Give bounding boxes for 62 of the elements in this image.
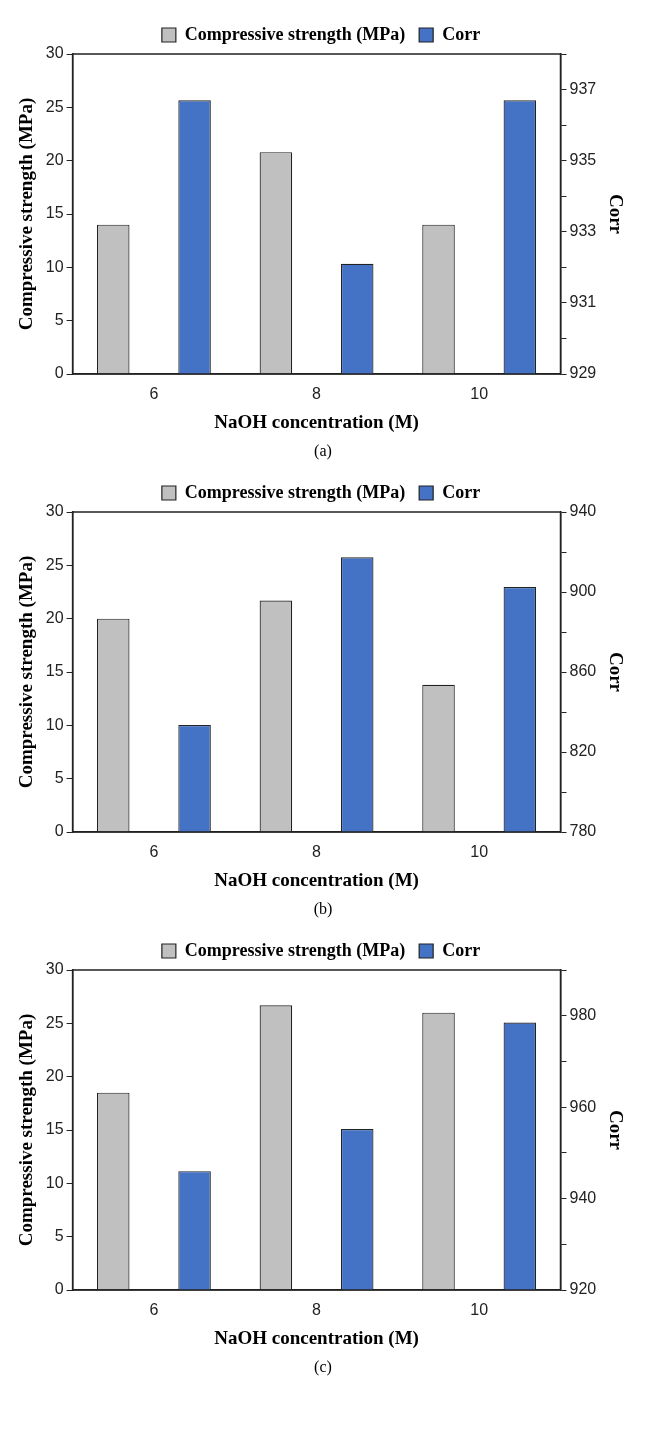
legend-label: Corr	[442, 23, 481, 44]
y-tick-label: 25	[45, 97, 64, 115]
x-tick-label: 8	[312, 843, 322, 861]
y-tick-label: 20	[45, 609, 64, 627]
y-tick-label: 30	[45, 44, 64, 62]
legend-label: Compressive strength (MPa)	[184, 481, 406, 503]
y-axis-title: Compressive strength (MPa)	[15, 97, 38, 331]
y-axis-title: Compressive strength (MPa)	[15, 1013, 38, 1247]
y2-tick-label: 780	[569, 822, 597, 840]
y2-tick-label: 933	[569, 222, 597, 240]
y-tick-label: 0	[54, 822, 64, 840]
legend-label: Compressive strength (MPa)	[184, 23, 406, 45]
y-tick-label: 15	[45, 1120, 64, 1138]
y2-tick-label: 935	[569, 151, 597, 169]
legend-label: Compressive strength (MPa)	[184, 939, 406, 961]
x-tick-label: 10	[470, 1301, 489, 1319]
y-tick-label: 25	[45, 555, 64, 573]
x-tick-label: 6	[149, 843, 159, 861]
y-tick-label: 15	[45, 662, 64, 680]
y2-tick-label: 820	[569, 742, 597, 760]
y-tick-label: 0	[54, 364, 64, 382]
x-tick-label: 8	[312, 385, 322, 403]
y2-axis-title: Corr	[605, 193, 627, 235]
x-axis-title: NaOH concentration (M)	[214, 868, 419, 891]
y-axis-title: Compressive strength (MPa)	[15, 555, 38, 789]
y-tick-label: 10	[45, 257, 64, 275]
y2-tick-label: 980	[569, 1006, 597, 1024]
y-tick-label: 0	[54, 1280, 64, 1298]
y2-tick-label: 940	[569, 502, 597, 520]
y2-tick-label: 960	[569, 1097, 597, 1115]
y-tick-label: 5	[54, 1227, 64, 1245]
y-tick-label: 10	[45, 715, 64, 733]
text: (c)	[313, 1358, 333, 1376]
y2-tick-label: 860	[569, 662, 597, 680]
y-tick-label: 20	[45, 151, 64, 169]
x-axis-title: NaOH concentration (M)	[214, 1326, 419, 1349]
text: (b)	[312, 900, 334, 918]
y-tick-label: 15	[45, 204, 64, 222]
y2-tick-label: 929	[569, 364, 597, 382]
legend-label: Corr	[442, 481, 481, 502]
y-tick-label: 5	[54, 769, 64, 787]
x-tick-label: 6	[149, 385, 159, 403]
x-tick-label: 10	[470, 385, 489, 403]
y2-tick-label: 931	[569, 293, 597, 311]
y-tick-label: 25	[45, 1013, 64, 1031]
x-tick-label: 10	[470, 843, 489, 861]
y2-axis-title: Corr	[605, 651, 627, 693]
legend-label: Corr	[442, 939, 481, 960]
x-tick-label: 6	[149, 1301, 159, 1319]
y-tick-label: 10	[45, 1173, 64, 1191]
y2-tick-label: 937	[569, 79, 597, 97]
y2-tick-label: 900	[569, 582, 597, 600]
y2-tick-label: 920	[569, 1280, 597, 1298]
y-tick-label: 20	[45, 1067, 64, 1085]
y2-axis-title: Corr	[605, 1109, 627, 1151]
x-axis-title: NaOH concentration (M)	[214, 410, 419, 433]
y-tick-label: 30	[45, 960, 64, 978]
y2-tick-label: 940	[569, 1188, 597, 1206]
text: (a)	[313, 442, 333, 460]
y-tick-label: 30	[45, 502, 64, 520]
x-tick-label: 8	[312, 1301, 322, 1319]
y-tick-label: 5	[54, 311, 64, 329]
